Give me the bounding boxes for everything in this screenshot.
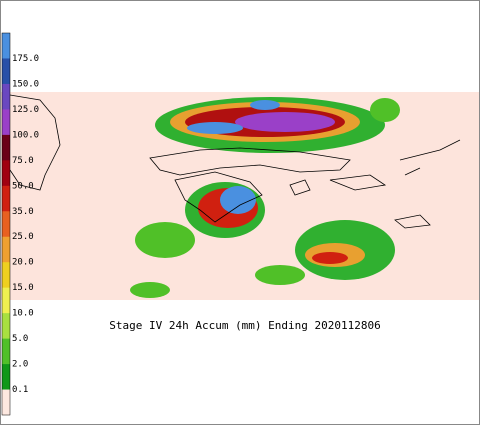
colorbar-label: 175.0 [12, 54, 39, 64]
precip [370, 98, 400, 122]
colorbar-label: 35.0 [12, 207, 34, 217]
precip [235, 112, 335, 132]
coastline [9, 94, 61, 191]
precip [187, 122, 243, 134]
colorbar-label: 0.1 [12, 385, 28, 395]
precip [135, 222, 195, 258]
colorbar-segment [2, 185, 10, 212]
colorbar-segment [2, 83, 10, 110]
precip [250, 100, 280, 110]
map-title: Stage IV 24h Accum (mm) Ending 202011280… [109, 319, 381, 332]
colorbar-segment [2, 389, 10, 416]
coastline [394, 214, 431, 229]
colorbar-segment [2, 364, 10, 390]
colorbar-segment [2, 58, 10, 85]
colorbar-label: 150.0 [12, 79, 39, 89]
coastline [329, 174, 387, 191]
colorbar-label: 5.0 [12, 334, 28, 344]
precip [130, 282, 170, 298]
colorbar-label: 10.0 [12, 309, 34, 319]
colorbar-label: 75.0 [12, 156, 34, 166]
coastline [174, 171, 263, 223]
colorbar-segment [2, 262, 10, 288]
colorbar-segment [2, 338, 10, 365]
colorbar-segment [2, 287, 10, 314]
colorbar-frame [1, 32, 11, 416]
colorbar-label: 100.0 [12, 130, 39, 140]
colorbar-segment [2, 160, 10, 187]
coastline [289, 179, 311, 196]
colorbar-label: 25.0 [12, 232, 34, 242]
colorbar-segment [2, 236, 10, 263]
colorbar-label: 125.0 [12, 105, 39, 115]
colorbar-label: 15.0 [12, 283, 34, 293]
colorbar-segment [2, 33, 10, 59]
colorbar-segment [2, 109, 10, 136]
coastline [149, 147, 351, 176]
coastline [399, 139, 461, 176]
precip-field [130, 97, 400, 298]
colorbar-label: 50.0 [12, 181, 34, 191]
precip [312, 252, 348, 264]
colorbar-segment [2, 211, 10, 238]
precip [220, 186, 256, 214]
colorbar-label: 20.0 [12, 258, 34, 268]
precip [255, 265, 305, 285]
colorbar-segment [2, 313, 10, 339]
colorbar-label: 2.0 [12, 360, 28, 370]
coastlines [9, 94, 461, 229]
colorbar-segment [2, 134, 10, 161]
